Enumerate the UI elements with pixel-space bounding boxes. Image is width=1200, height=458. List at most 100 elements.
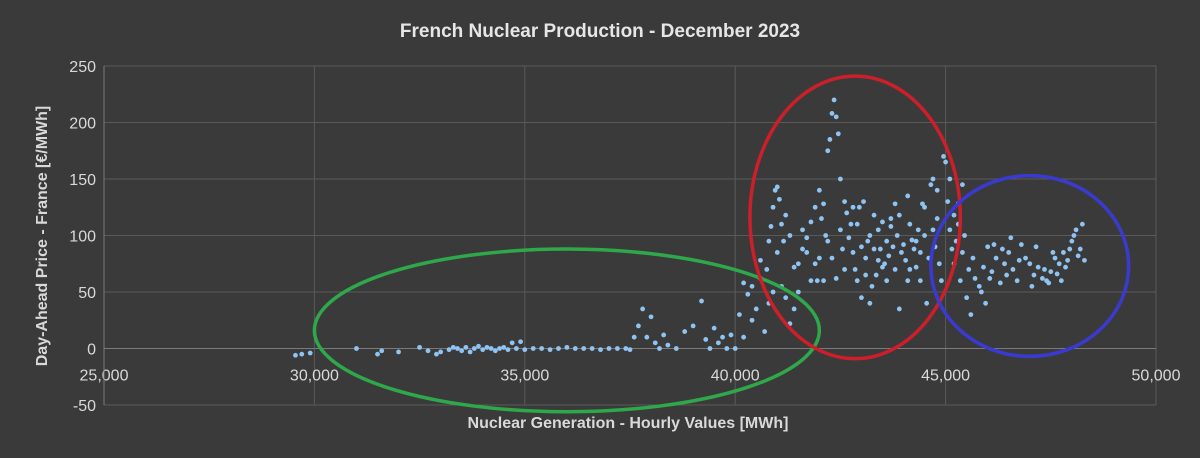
- data-point: [871, 212, 877, 218]
- data-point: [417, 344, 422, 350]
- data-point: [852, 267, 858, 272]
- data-point: [899, 250, 904, 255]
- data-point: [838, 227, 843, 233]
- data-point: [471, 346, 477, 351]
- data-point: [945, 199, 951, 205]
- data-point: [505, 347, 511, 353]
- data-point: [375, 351, 380, 357]
- data-point: [724, 346, 730, 351]
- data-point: [749, 317, 755, 323]
- data-point: [854, 221, 860, 227]
- data-point: [890, 244, 896, 250]
- data-point: [989, 269, 995, 275]
- data-point: [800, 227, 805, 233]
- data-point: [764, 267, 770, 272]
- data-point: [1000, 246, 1005, 252]
- x-tick-label: 50,000: [1132, 368, 1181, 385]
- data-point: [848, 221, 854, 227]
- data-point: [1065, 257, 1071, 263]
- y-tick-label: 0: [87, 342, 96, 359]
- data-point: [720, 334, 725, 340]
- data-point: [745, 291, 751, 297]
- data-point: [816, 187, 822, 193]
- data-point: [644, 334, 650, 340]
- data-point: [1006, 250, 1012, 255]
- data-point: [863, 272, 869, 278]
- data-point: [396, 349, 401, 355]
- data-point: [787, 233, 793, 238]
- data-point: [951, 212, 957, 218]
- data-point: [804, 235, 810, 241]
- data-point: [907, 221, 913, 227]
- x-axis-title: Nuclear Generation - Hourly Values [MWh]: [468, 415, 789, 432]
- data-point: [930, 176, 936, 182]
- data-point: [957, 278, 963, 284]
- highlight-ellipses: [312, 74, 1131, 414]
- data-point: [768, 224, 774, 229]
- data-point: [833, 276, 839, 281]
- data-point: [880, 264, 885, 270]
- y-tick-label: 250: [69, 59, 96, 76]
- data-point: [888, 224, 894, 229]
- data-point: [1018, 242, 1024, 247]
- data-point: [850, 204, 856, 210]
- data-point: [530, 346, 536, 351]
- gridlines: [103, 65, 1157, 406]
- data-point: [907, 267, 913, 272]
- data-point: [1010, 267, 1016, 272]
- data-point: [1014, 278, 1020, 284]
- highlight-ellipse-low: [312, 247, 822, 414]
- data-point: [539, 346, 545, 351]
- data-point: [1016, 257, 1022, 263]
- data-point: [812, 261, 818, 267]
- data-point: [934, 187, 940, 193]
- data-point: [703, 337, 709, 342]
- data-point: [922, 204, 927, 210]
- data-point: [1027, 261, 1033, 267]
- data-point: [438, 349, 444, 355]
- data-point: [905, 193, 911, 199]
- data-point: [867, 300, 873, 306]
- data-point: [665, 342, 671, 348]
- data-point: [941, 154, 946, 159]
- data-point: [1039, 276, 1045, 281]
- data-point: [484, 344, 490, 350]
- data-point: [844, 210, 850, 216]
- data-point: [1046, 280, 1052, 286]
- data-point: [972, 276, 978, 281]
- data-point: [1067, 246, 1073, 252]
- data-point: [812, 204, 818, 210]
- data-point: [463, 344, 469, 350]
- data-point: [425, 348, 431, 354]
- data-point: [846, 235, 852, 241]
- data-point: [682, 329, 688, 334]
- y-axis-title: Day-Ahead Price - France [€/MWh]: [34, 106, 51, 367]
- data-point: [884, 278, 890, 284]
- data-point: [964, 295, 970, 301]
- x-tick-label: 35,000: [500, 368, 549, 385]
- data-point: [819, 216, 824, 221]
- data-point: [981, 264, 986, 270]
- data-point: [547, 347, 553, 353]
- data-point: [856, 204, 862, 210]
- data-point: [829, 111, 835, 116]
- data-point: [976, 283, 982, 289]
- data-point: [1058, 278, 1064, 284]
- data-point: [863, 255, 869, 261]
- data-point: [947, 227, 953, 233]
- data-point: [821, 201, 826, 207]
- data-point: [606, 346, 612, 351]
- data-point: [614, 346, 620, 351]
- data-point: [1002, 261, 1007, 267]
- data-point: [467, 349, 473, 355]
- data-point: [873, 272, 879, 278]
- data-point: [850, 250, 856, 255]
- data-point: [960, 250, 965, 255]
- data-point: [791, 264, 797, 270]
- data-point: [1073, 227, 1079, 233]
- data-point: [968, 312, 974, 317]
- y-tick-label: 150: [69, 172, 96, 189]
- data-point: [983, 300, 988, 306]
- data-point: [886, 253, 892, 259]
